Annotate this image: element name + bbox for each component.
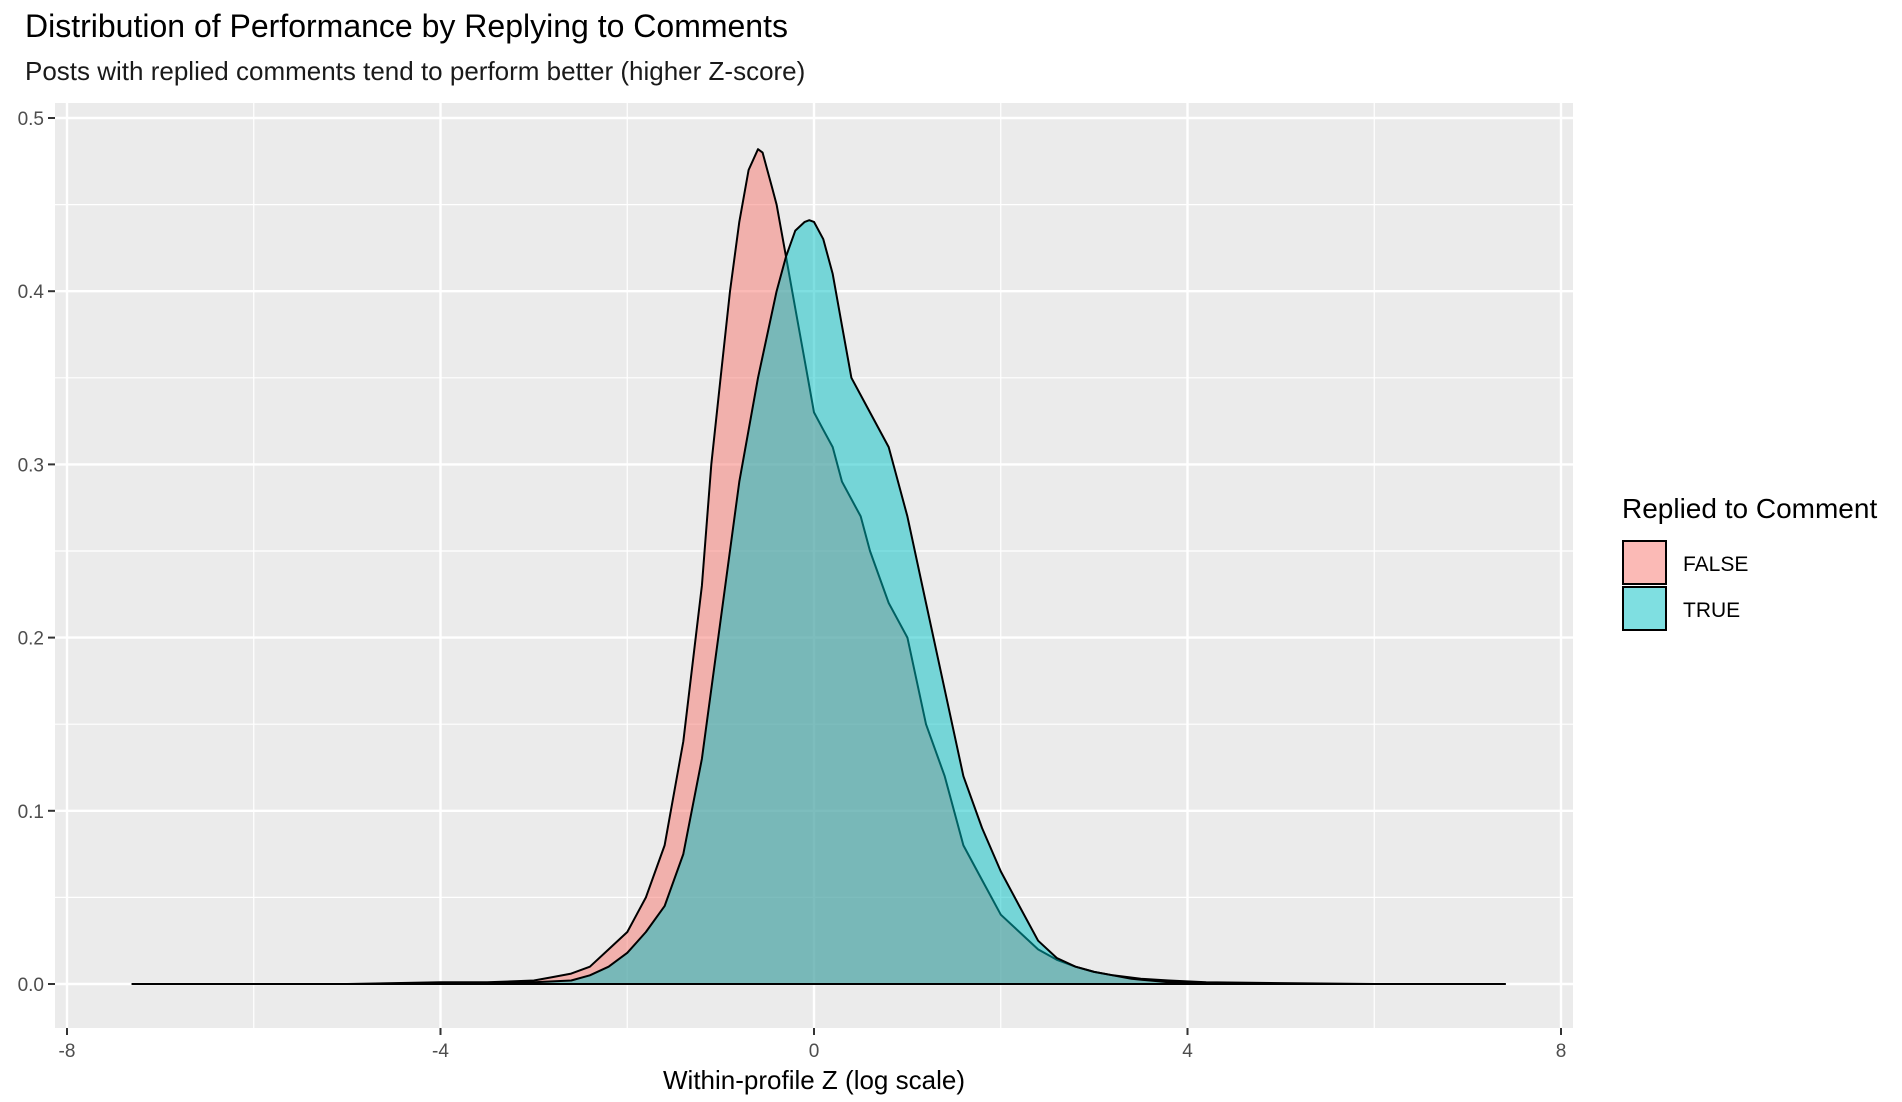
- y-tick-label: 0.0: [18, 975, 44, 996]
- density-series: [131, 148, 1506, 985]
- x-tick-label: -8: [59, 1041, 76, 1062]
- x-tick-label: -4: [432, 1041, 449, 1062]
- legend-key-true: [1622, 586, 1667, 631]
- y-tick-label: 0.5: [18, 109, 44, 130]
- x-tick-label: 4: [1182, 1041, 1193, 1062]
- x-axis-title: Within-profile Z (log scale): [663, 1065, 965, 1095]
- legend-key-false: [1622, 540, 1667, 585]
- axes: -8 -4 0 4 8 0.0 0.1 0.2 0.3 0.4 0.5: [18, 109, 1567, 1062]
- legend-label-true: TRUE: [1683, 599, 1740, 622]
- x-tick-label: 8: [1556, 1041, 1567, 1062]
- density-area-true: [131, 219, 1506, 985]
- x-tick-label: 0: [809, 1041, 820, 1062]
- y-tick-label: 0.2: [18, 629, 44, 650]
- legend: Replied to Comment FALSE TRUE: [1622, 493, 1877, 631]
- legend-label-false: FALSE: [1683, 553, 1748, 576]
- chart-title: Distribution of Performance by Replying …: [25, 8, 788, 44]
- legend-title: Replied to Comment: [1622, 493, 1877, 524]
- legend-items: FALSE TRUE: [1622, 540, 1748, 631]
- y-tick-label: 0.1: [18, 802, 44, 823]
- chart-subtitle: Posts with replied comments tend to perf…: [25, 56, 806, 86]
- y-tick-label: 0.3: [18, 455, 44, 476]
- y-tick-label: 0.4: [18, 282, 45, 303]
